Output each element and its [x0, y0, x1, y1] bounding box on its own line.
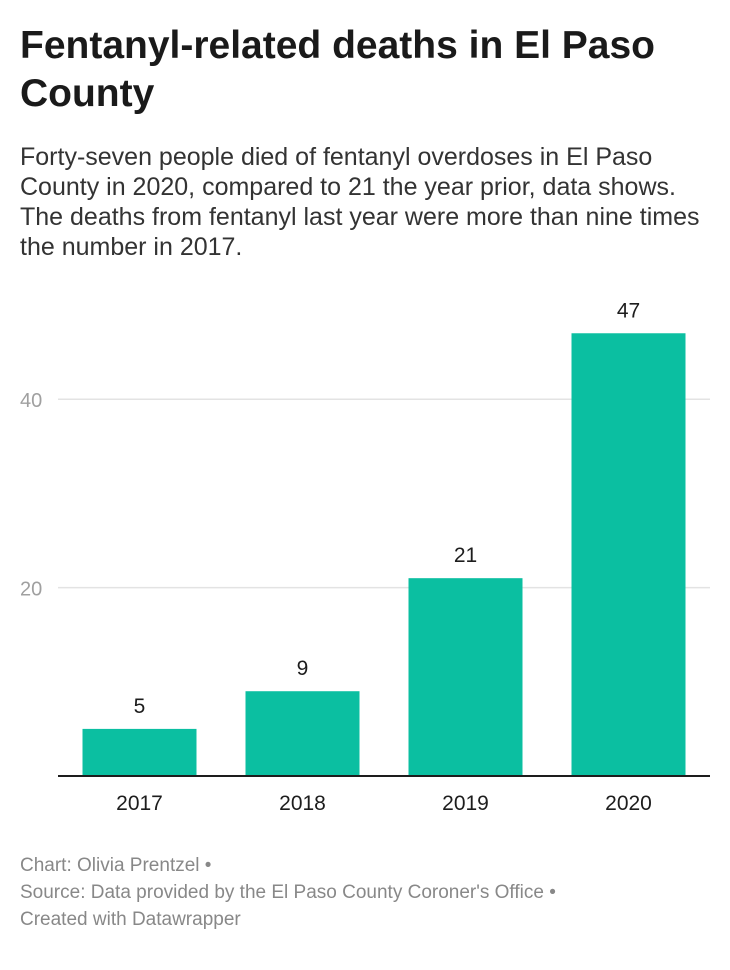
- data-label: 47: [617, 299, 640, 322]
- data-label: 9: [297, 657, 309, 680]
- bar: [245, 691, 360, 776]
- separator: •: [549, 882, 556, 903]
- chart-title: Fentanyl-related deaths in El Paso Count…: [20, 24, 656, 115]
- chart-credit: Chart: Olivia Prentzel: [20, 855, 200, 876]
- x-tick-label: 2019: [442, 792, 489, 815]
- data-label: 5: [134, 695, 146, 718]
- source-line: Source: Data provided by the El Paso Cou…: [20, 879, 710, 906]
- data-label: 21: [454, 544, 477, 567]
- bar: [408, 578, 523, 776]
- x-tick-label: 2020: [605, 792, 652, 815]
- bar-chart: 20 40 5 2017 9 2018 21 2019 47 2020: [20, 299, 710, 815]
- created-with: Created with Datawrapper: [20, 909, 241, 930]
- chart-notes: Chart: Olivia Prentzel • Source: Data pr…: [20, 852, 710, 933]
- x-tick-label: 2017: [116, 792, 163, 815]
- source-note: Source: Data provided by the El Paso Cou…: [20, 882, 544, 903]
- chart-subtitle: Forty-seven people died of fentanyl over…: [20, 143, 700, 261]
- bar: [571, 333, 686, 776]
- chart-credit-line: Chart: Olivia Prentzel •: [20, 852, 710, 879]
- created-with-line: Created with Datawrapper: [20, 906, 710, 933]
- separator: •: [204, 855, 212, 876]
- bar: [82, 728, 197, 776]
- x-tick-label: 2018: [279, 792, 326, 815]
- y-tick-label: 40: [20, 390, 42, 412]
- y-tick-label: 20: [20, 579, 42, 601]
